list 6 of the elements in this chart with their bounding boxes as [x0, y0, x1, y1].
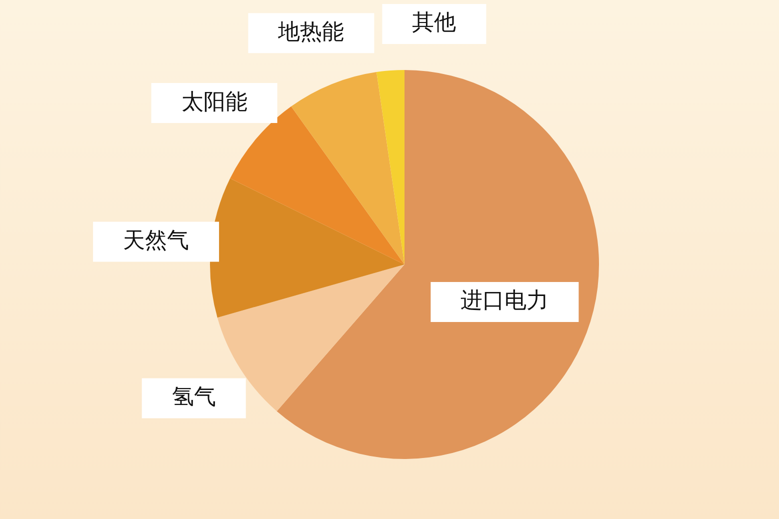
slice-label: 太阳能: [181, 90, 248, 115]
slice-label: 氢气: [172, 384, 216, 410]
slice-label: 进口电力: [460, 288, 549, 314]
slice-label: 地热能: [277, 20, 344, 45]
slice-label: 天然气: [123, 228, 190, 254]
slice-label: 其他: [412, 10, 456, 36]
